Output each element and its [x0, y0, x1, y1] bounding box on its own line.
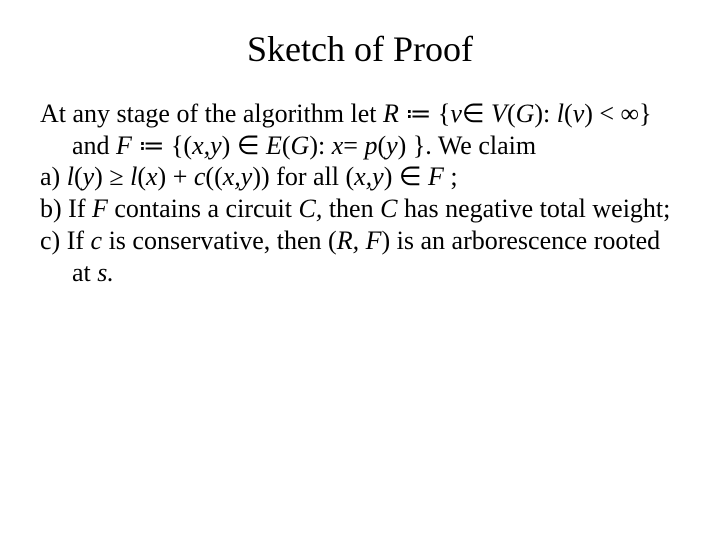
claim-c: c) If c is conservative, then (R, F) is … — [40, 225, 680, 288]
intro-line: At any stage of the algorithm let R ≔ {v… — [40, 98, 680, 161]
claim-a: a) l(y) ≥ l(x) + c((x,y)) for all (x,y) … — [40, 161, 680, 193]
slide: Sketch of Proof At any stage of the algo… — [0, 0, 720, 540]
claim-b: b) If F contains a circuit C, then C has… — [40, 193, 680, 225]
slide-title: Sketch of Proof — [40, 28, 680, 70]
slide-body: At any stage of the algorithm let R ≔ {v… — [40, 98, 680, 288]
